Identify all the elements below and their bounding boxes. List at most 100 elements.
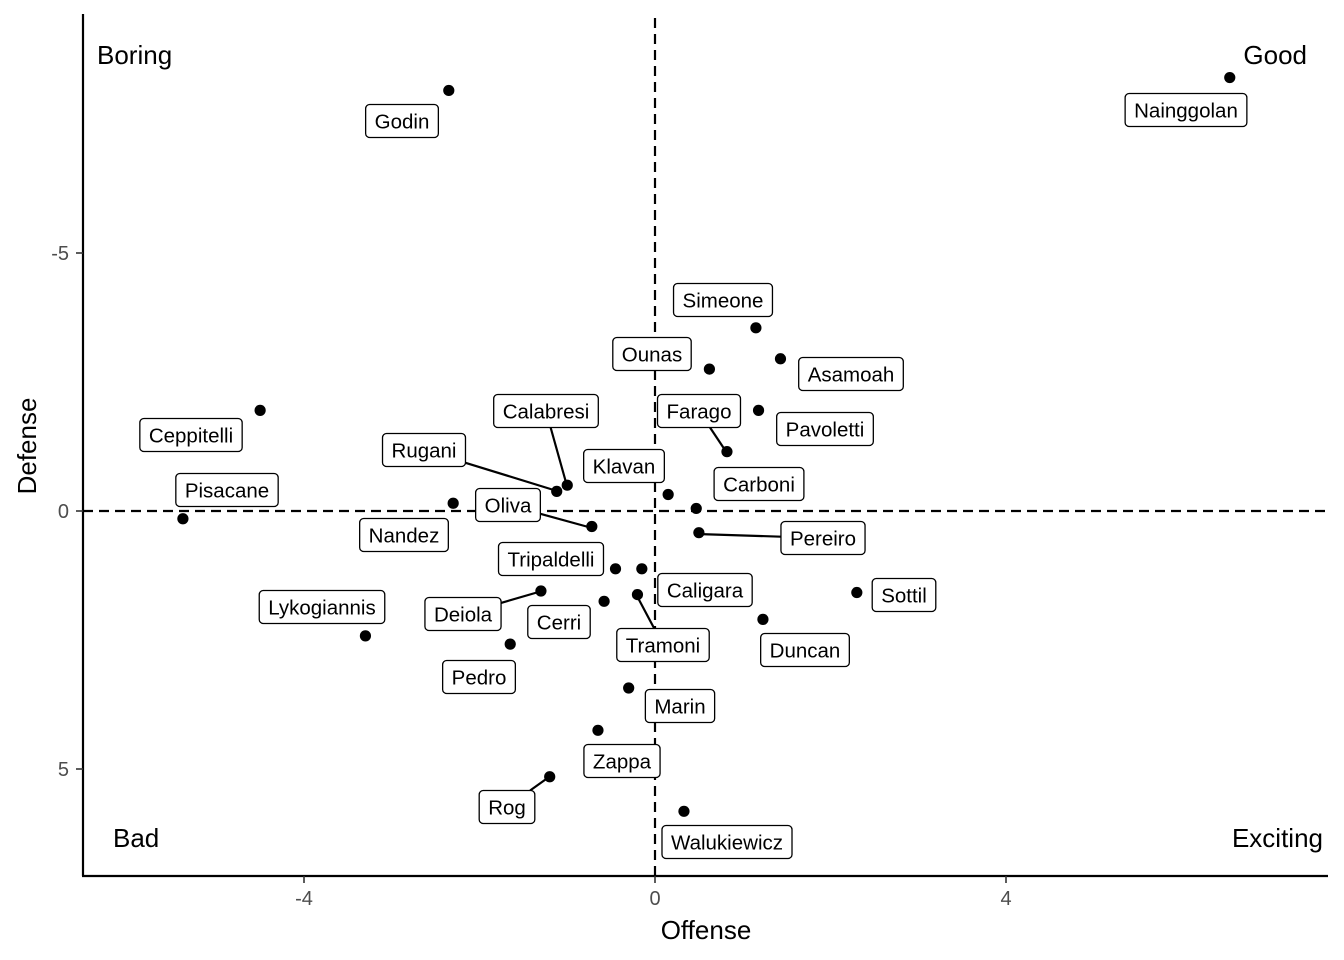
point-label-zappa: Zappa bbox=[583, 743, 661, 779]
y-axis-title: Defense bbox=[12, 398, 42, 495]
reference-lines bbox=[83, 18, 1328, 876]
label-box bbox=[583, 743, 661, 779]
label-text: Zappa bbox=[593, 751, 652, 774]
label-text: Marin bbox=[654, 696, 705, 719]
point-pavoletti bbox=[752, 404, 765, 416]
point-label-caligara: Caligara bbox=[657, 572, 753, 608]
point-label-nainggolan: Nainggolan bbox=[1124, 92, 1248, 128]
point-cerri bbox=[598, 595, 610, 607]
label-text: Klavan bbox=[593, 456, 656, 479]
label-text: Deiola bbox=[434, 604, 493, 627]
point-label-calabresi: Calabresi bbox=[493, 393, 599, 429]
point-pereiro bbox=[693, 527, 705, 539]
label-text: Rugani bbox=[392, 440, 457, 463]
label-box bbox=[381, 432, 467, 468]
point-lykogiannis bbox=[359, 630, 372, 642]
label-box bbox=[139, 417, 243, 453]
point-label-pereiro: Pereiro bbox=[780, 520, 866, 556]
point-label-nandez: Nandez bbox=[359, 517, 449, 553]
label-text: Pavoletti bbox=[786, 419, 865, 442]
point-rugani bbox=[551, 485, 563, 497]
point-caligara bbox=[636, 563, 648, 575]
leader-line-deiola bbox=[500, 589, 543, 604]
point-ceppitelli bbox=[254, 404, 266, 416]
y-tick-label: 5 bbox=[58, 759, 69, 781]
point-pedro bbox=[504, 638, 516, 650]
data-points bbox=[177, 71, 1236, 817]
quadrant-label-boring: Boring bbox=[97, 40, 172, 70]
point-label-ceppitelli: Ceppitelli bbox=[139, 417, 243, 453]
x-axis-title: Offense bbox=[661, 915, 752, 945]
axes bbox=[81, 14, 1328, 878]
point-label-pedro: Pedro bbox=[441, 659, 517, 695]
label-text: Sottil bbox=[881, 585, 927, 608]
label-text: Pisacane bbox=[185, 480, 269, 503]
label-text: Farago bbox=[667, 401, 732, 424]
y-tick-label: 0 bbox=[58, 501, 69, 523]
point-label-rog: Rog bbox=[478, 789, 536, 825]
point-simeone bbox=[750, 322, 762, 334]
point-oliva bbox=[586, 520, 598, 533]
label-text: Asamoah bbox=[808, 364, 895, 387]
point-label-simeone: Simeone bbox=[672, 282, 774, 318]
label-box bbox=[657, 572, 753, 608]
point-klavan bbox=[662, 488, 674, 501]
point-label-sottil: Sottil bbox=[871, 577, 937, 613]
label-box bbox=[441, 659, 517, 695]
label-text: Ounas bbox=[622, 344, 682, 367]
label-text: Lykogiannis bbox=[268, 597, 376, 620]
label-text: Simeone bbox=[683, 290, 764, 313]
point-sottil bbox=[851, 586, 863, 599]
label-box bbox=[871, 577, 937, 613]
label-box bbox=[1124, 92, 1248, 128]
label-text: Pereiro bbox=[790, 528, 856, 551]
point-calabresi bbox=[561, 479, 573, 491]
point-label-asamoah: Asamoah bbox=[798, 356, 904, 392]
point-label-tripaldelli: Tripaldelli bbox=[497, 541, 605, 577]
label-box bbox=[359, 517, 449, 553]
label-box bbox=[364, 103, 440, 139]
label-text: Pedro bbox=[452, 667, 507, 690]
point-duncan bbox=[757, 613, 769, 625]
point-labels: Godin Nainggolan Simeone Asamoah Ounas Farago… bbox=[139, 92, 1248, 860]
x-tick-label: 0 bbox=[649, 888, 660, 910]
leader-line-rugani bbox=[465, 461, 558, 493]
point-tripaldelli bbox=[609, 563, 622, 575]
label-text: Ceppitelli bbox=[149, 425, 233, 448]
point-asamoah bbox=[774, 353, 787, 365]
point-label-deiola: Deiola bbox=[424, 596, 502, 632]
label-box bbox=[616, 627, 710, 663]
label-text: Walukiewicz bbox=[671, 832, 783, 855]
label-text: Nainggolan bbox=[1134, 100, 1238, 123]
point-label-pavoletti: Pavoletti bbox=[776, 411, 874, 447]
point-carboni bbox=[690, 502, 702, 515]
point-godin bbox=[443, 84, 455, 97]
label-text: Cerri bbox=[537, 612, 581, 635]
label-text: Tripaldelli bbox=[508, 549, 595, 572]
label-box bbox=[478, 789, 536, 825]
point-label-ounas: Ounas bbox=[612, 336, 692, 372]
label-leader-lines bbox=[465, 426, 781, 792]
label-text: Caligara bbox=[667, 580, 744, 603]
point-label-lykogiannis: Lykogiannis bbox=[258, 589, 386, 625]
point-tramoni bbox=[631, 588, 644, 601]
label-text: Oliva bbox=[485, 495, 532, 518]
leader-line-tramoni bbox=[636, 595, 656, 630]
point-label-klavan: Klavan bbox=[583, 448, 665, 484]
label-box bbox=[798, 356, 904, 392]
leader-line-oliva bbox=[540, 512, 593, 530]
quadrant-label-bad: Bad bbox=[113, 823, 159, 853]
label-text: Tramoni bbox=[626, 635, 700, 658]
label-text: Rog bbox=[488, 797, 526, 820]
point-label-marin: Marin bbox=[644, 688, 716, 724]
point-nainggolan bbox=[1224, 71, 1236, 84]
point-zappa bbox=[592, 724, 604, 736]
point-walukiewicz bbox=[678, 805, 690, 817]
point-label-farago: Farago bbox=[656, 393, 742, 429]
point-deiola bbox=[535, 585, 547, 597]
x-tick-label: 4 bbox=[1000, 888, 1011, 910]
point-pisacane bbox=[177, 513, 189, 525]
point-label-godin: Godin bbox=[364, 103, 440, 139]
label-box bbox=[672, 282, 774, 318]
